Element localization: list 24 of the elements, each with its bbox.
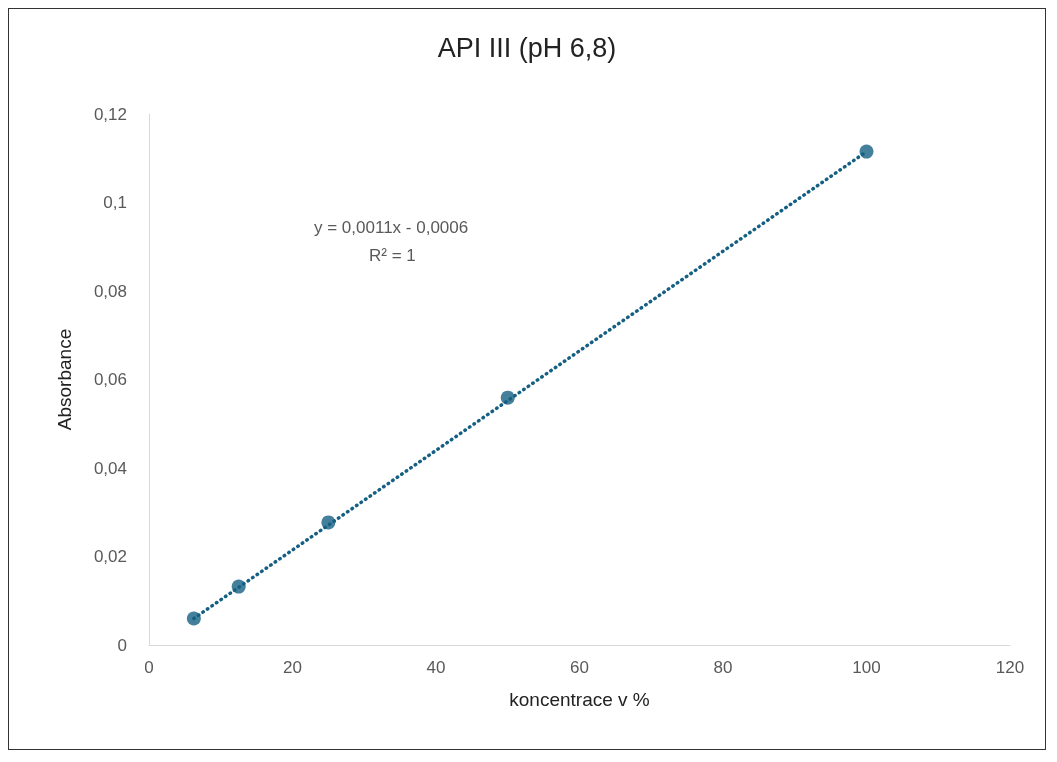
- point: [321, 515, 336, 530]
- x-axis-title: koncentrace v %: [509, 689, 650, 710]
- annotation: y = 0,0011x - 0,0006: [314, 218, 469, 237]
- point: [186, 611, 201, 626]
- y-tick-label: 0: [117, 635, 127, 655]
- x-tick-label: 80: [713, 658, 733, 677]
- y-tick-label: 0,08: [93, 281, 127, 301]
- y-tick-label: 0,06: [93, 370, 127, 389]
- y-axis-title: Absorbance: [54, 328, 75, 431]
- annotation: R² = 1: [369, 246, 416, 265]
- y-tick-label: 0,02: [93, 547, 127, 566]
- y-tick-label: 0,12: [93, 104, 127, 124]
- point: [231, 579, 246, 594]
- x-tick-label: 100: [852, 658, 881, 677]
- point: [859, 144, 874, 159]
- chart-title: API III (pH 6,8): [437, 32, 617, 63]
- x-tick-label: 40: [426, 658, 446, 677]
- x-tick-label: 60: [570, 658, 589, 677]
- x-tick-label: 0: [144, 658, 154, 677]
- point: [500, 390, 515, 405]
- x-tick-label: 120: [995, 658, 1025, 677]
- x-tick-label: 20: [283, 658, 302, 677]
- y-tick-label: 0,04: [93, 458, 127, 478]
- y-tick-label: 0,1: [103, 193, 127, 212]
